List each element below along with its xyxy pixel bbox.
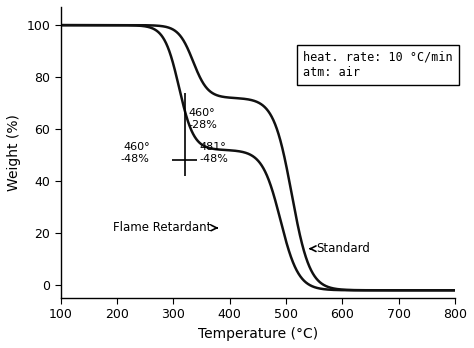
X-axis label: Temperature (°C): Temperature (°C) bbox=[198, 327, 318, 341]
Text: Standard: Standard bbox=[310, 242, 371, 255]
Text: heat. rate: 10 °C/min
atm: air: heat. rate: 10 °C/min atm: air bbox=[303, 50, 453, 79]
Text: 460°
-28%: 460° -28% bbox=[188, 108, 217, 130]
Text: Flame Retardant: Flame Retardant bbox=[113, 221, 217, 235]
Text: 481°
-48%: 481° -48% bbox=[200, 142, 229, 164]
Text: 460°
-48%: 460° -48% bbox=[121, 142, 150, 164]
Y-axis label: Weight (%): Weight (%) bbox=[7, 114, 21, 191]
